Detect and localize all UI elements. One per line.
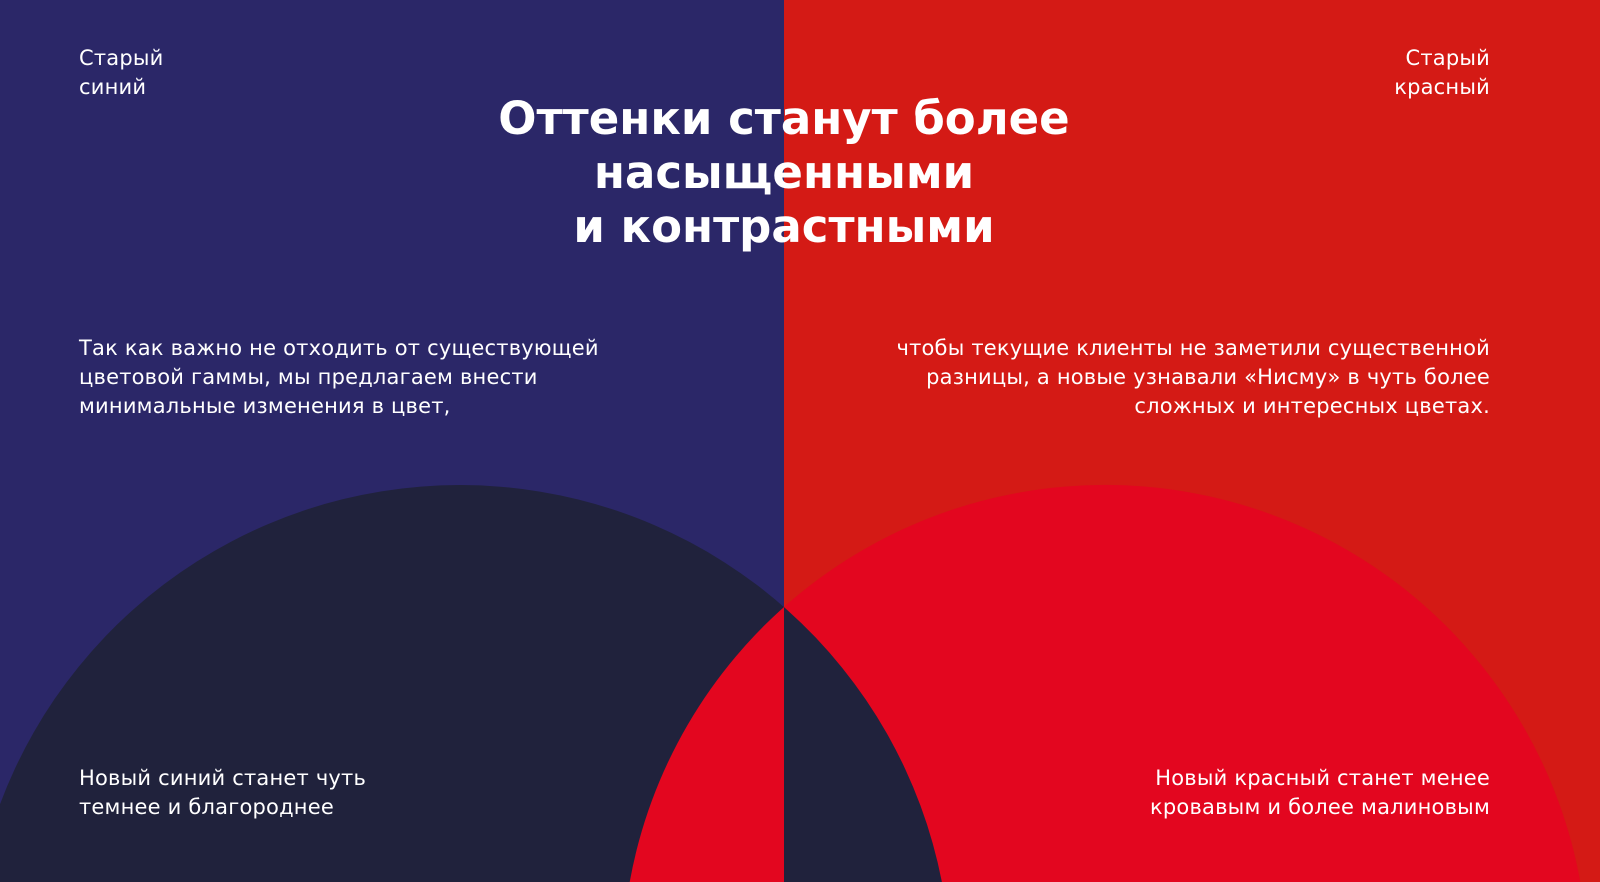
- label-line: Старый: [1405, 46, 1490, 70]
- paragraph-line: чтобы текущие клиенты не заметили сущест…: [896, 336, 1490, 360]
- label-line: Старый: [79, 46, 164, 70]
- caption-line: кровавым и более малиновым: [1149, 795, 1490, 819]
- new-red-caption: Новый красный станет менее кровавым и бо…: [1150, 764, 1490, 822]
- label-line: синий: [79, 75, 147, 99]
- label-old-red: Старый красный: [1394, 44, 1490, 102]
- new-blue-caption: Новый синий станет чуть темнее и благоро…: [79, 764, 366, 822]
- paragraph-line: разницы, а новые узнавали «Нисму» в чуть…: [926, 365, 1490, 389]
- paragraph-line: сложных и интересных цветах.: [1134, 394, 1490, 418]
- paragraph-line: цветовой гаммы, мы предлагаем внести: [79, 365, 538, 389]
- label-old-blue: Старый синий: [79, 44, 164, 102]
- new-blue-circle-overlap: [784, 607, 942, 882]
- right-paragraph: чтобы текущие клиенты не заметили сущест…: [896, 334, 1490, 421]
- slide-title: Оттенки станут более насыщенными и контр…: [384, 92, 1184, 254]
- caption-line: Новый синий станет чуть: [79, 766, 367, 790]
- title-line: и контрастными: [573, 200, 995, 253]
- label-line: красный: [1394, 75, 1490, 99]
- paragraph-line: Так как важно не отходить от существующе…: [79, 336, 599, 360]
- title-line: насыщенными: [593, 146, 975, 199]
- left-paragraph: Так как важно не отходить от существующе…: [79, 334, 599, 421]
- caption-line: Новый красный станет менее: [1155, 766, 1490, 790]
- paragraph-line: минимальные изменения в цвет,: [79, 394, 451, 418]
- caption-line: темнее и благороднее: [79, 795, 334, 819]
- title-line: Оттенки станут более: [498, 92, 1070, 145]
